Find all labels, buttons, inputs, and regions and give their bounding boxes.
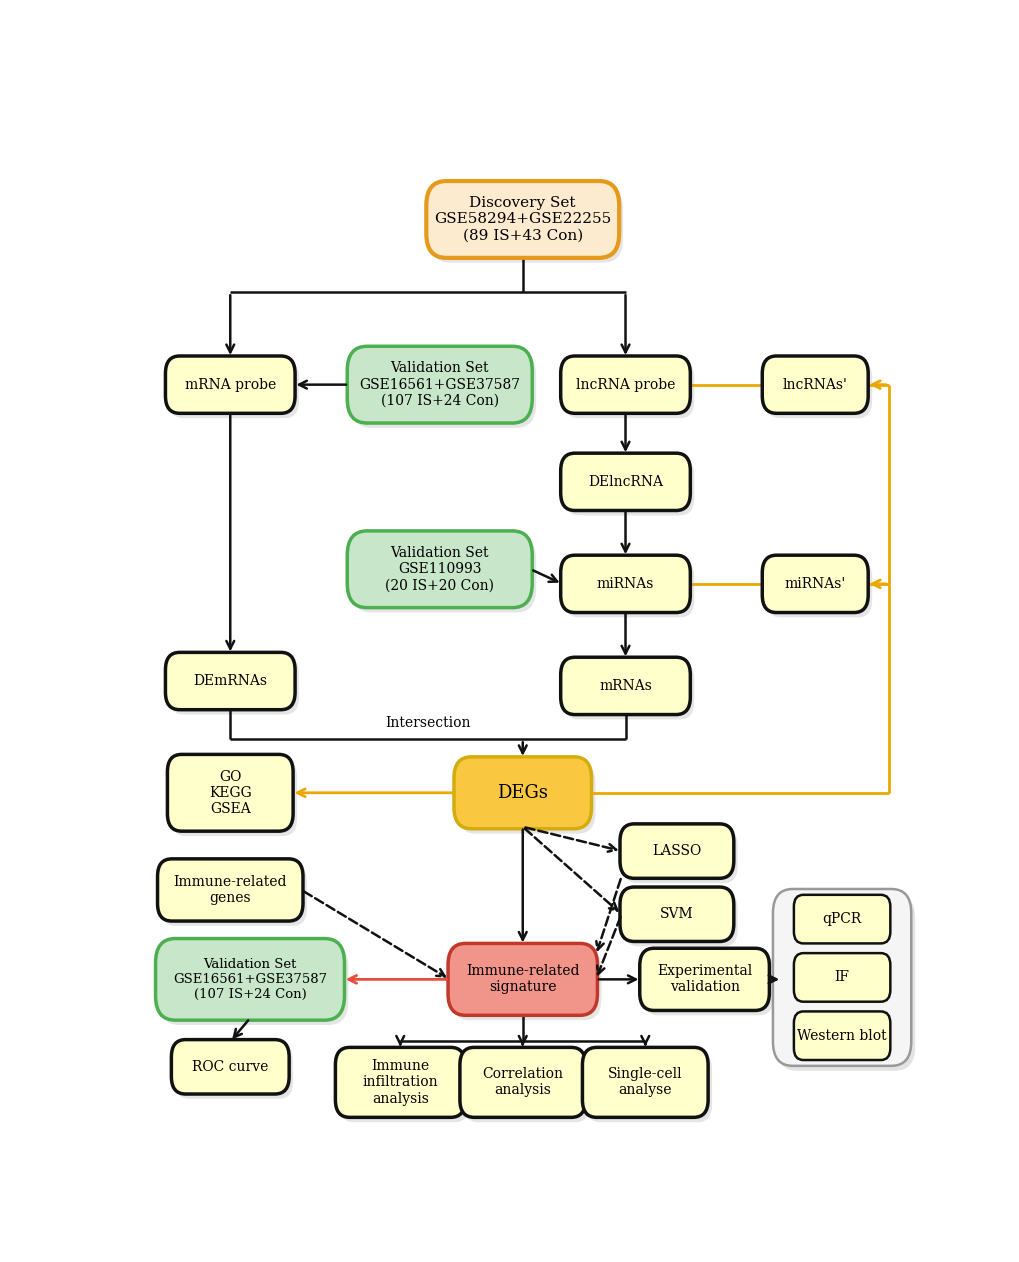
FancyBboxPatch shape	[156, 939, 344, 1020]
FancyBboxPatch shape	[565, 458, 694, 515]
FancyBboxPatch shape	[643, 953, 772, 1016]
Text: LASSO: LASSO	[651, 844, 701, 858]
Text: Single-cell
analyse: Single-cell analyse	[607, 1068, 682, 1098]
FancyBboxPatch shape	[175, 1045, 292, 1099]
FancyBboxPatch shape	[346, 346, 532, 423]
Text: GO
KEGG
GSEA: GO KEGG GSEA	[209, 770, 252, 817]
FancyBboxPatch shape	[560, 555, 690, 612]
FancyBboxPatch shape	[167, 755, 292, 832]
Text: IF: IF	[834, 970, 849, 984]
Text: lncRNA probe: lncRNA probe	[576, 377, 675, 391]
FancyBboxPatch shape	[624, 892, 737, 946]
FancyBboxPatch shape	[560, 658, 690, 714]
FancyBboxPatch shape	[447, 944, 597, 1016]
Text: Discovery Set
GSE58294+GSE22255
(89 IS+43 Con): Discovery Set GSE58294+GSE22255 (89 IS+4…	[434, 197, 610, 242]
FancyBboxPatch shape	[620, 887, 733, 941]
FancyBboxPatch shape	[335, 1047, 465, 1117]
FancyBboxPatch shape	[346, 531, 532, 608]
FancyBboxPatch shape	[793, 953, 890, 1002]
FancyBboxPatch shape	[586, 1053, 711, 1122]
FancyBboxPatch shape	[793, 895, 890, 944]
FancyBboxPatch shape	[451, 948, 601, 1020]
FancyBboxPatch shape	[458, 762, 595, 834]
FancyBboxPatch shape	[169, 361, 299, 418]
FancyBboxPatch shape	[464, 1053, 589, 1122]
Text: lncRNAs': lncRNAs'	[782, 377, 847, 391]
FancyBboxPatch shape	[624, 829, 737, 883]
FancyBboxPatch shape	[560, 356, 690, 414]
Text: Western blot: Western blot	[797, 1029, 887, 1042]
Text: DEGs: DEGs	[497, 784, 547, 801]
Text: SVM: SVM	[659, 907, 693, 921]
FancyBboxPatch shape	[165, 356, 294, 414]
FancyBboxPatch shape	[171, 1040, 288, 1094]
FancyBboxPatch shape	[430, 186, 623, 262]
FancyBboxPatch shape	[453, 757, 591, 829]
Text: mRNA probe: mRNA probe	[184, 377, 275, 391]
Text: Immune
infiltration
analysis: Immune infiltration analysis	[362, 1059, 437, 1106]
FancyBboxPatch shape	[793, 1011, 890, 1060]
FancyBboxPatch shape	[159, 944, 348, 1025]
FancyBboxPatch shape	[582, 1047, 707, 1117]
FancyBboxPatch shape	[620, 824, 733, 878]
Text: miRNAs: miRNAs	[596, 577, 653, 591]
FancyBboxPatch shape	[165, 652, 294, 709]
Text: Validation Set
GSE16561+GSE37587
(107 IS+24 Con): Validation Set GSE16561+GSE37587 (107 IS…	[359, 361, 520, 408]
FancyBboxPatch shape	[426, 180, 619, 257]
FancyBboxPatch shape	[565, 560, 694, 617]
FancyBboxPatch shape	[351, 536, 536, 612]
FancyBboxPatch shape	[639, 948, 768, 1011]
FancyBboxPatch shape	[565, 361, 694, 418]
FancyBboxPatch shape	[351, 351, 536, 428]
FancyBboxPatch shape	[765, 560, 871, 617]
Text: Validation Set
GSE16561+GSE37587
(107 IS+24 Con): Validation Set GSE16561+GSE37587 (107 IS…	[173, 958, 327, 1001]
Text: ROC curve: ROC curve	[192, 1060, 268, 1074]
FancyBboxPatch shape	[460, 1047, 585, 1117]
FancyBboxPatch shape	[565, 663, 694, 719]
FancyBboxPatch shape	[171, 760, 297, 835]
FancyBboxPatch shape	[761, 356, 867, 414]
Text: qPCR: qPCR	[821, 912, 861, 926]
Text: Immune-related
signature: Immune-related signature	[466, 964, 579, 994]
FancyBboxPatch shape	[560, 453, 690, 511]
Text: mRNAs: mRNAs	[598, 679, 651, 693]
Text: DEmRNAs: DEmRNAs	[193, 674, 267, 688]
FancyBboxPatch shape	[761, 555, 867, 612]
FancyBboxPatch shape	[169, 658, 299, 714]
Text: miRNAs': miRNAs'	[784, 577, 845, 591]
FancyBboxPatch shape	[765, 361, 871, 418]
Text: Immune-related
genes: Immune-related genes	[173, 875, 286, 905]
Text: Experimental
validation: Experimental validation	[656, 964, 751, 994]
FancyBboxPatch shape	[776, 893, 914, 1070]
FancyBboxPatch shape	[161, 863, 307, 926]
FancyBboxPatch shape	[157, 859, 303, 921]
Text: Correlation
analysis: Correlation analysis	[482, 1068, 562, 1098]
FancyBboxPatch shape	[772, 888, 910, 1066]
FancyBboxPatch shape	[339, 1053, 469, 1122]
Text: Validation Set
GSE110993
(20 IS+20 Con): Validation Set GSE110993 (20 IS+20 Con)	[385, 546, 494, 592]
Text: DElncRNA: DElncRNA	[587, 475, 662, 488]
Text: Intersection: Intersection	[385, 716, 470, 729]
